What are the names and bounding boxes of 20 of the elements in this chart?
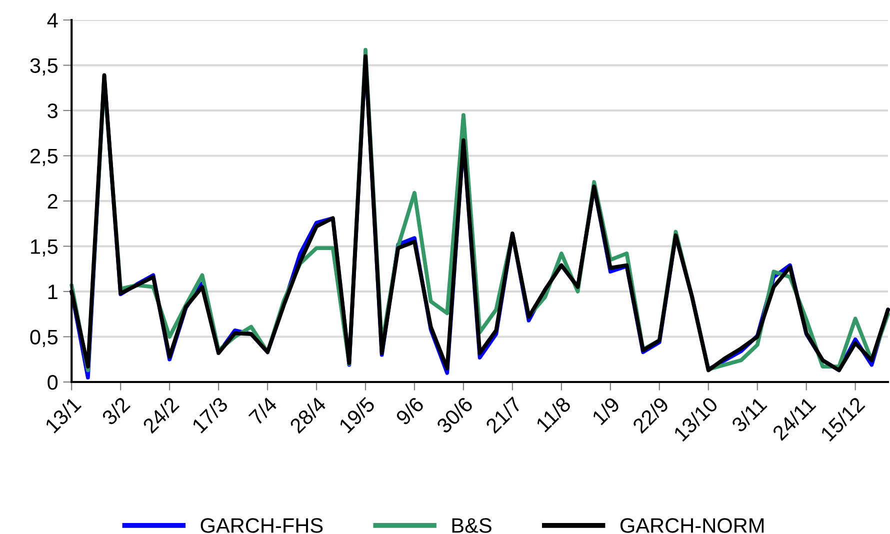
legend-label: GARCH-FHS [200, 518, 323, 533]
y-tick-label: 1,5 [31, 239, 58, 256]
legend-label: B&S [452, 518, 492, 533]
x-tick-label: 3/2 [100, 396, 131, 426]
y-tick-label: 3,5 [30, 58, 58, 76]
y-tick-label: 3 [48, 104, 58, 118]
x-tick-label: 11/8 [534, 396, 572, 432]
y-tick-label: 1 [48, 284, 58, 300]
x-tick-label: 1/9 [591, 396, 621, 426]
x-tick-label: 7/4 [248, 396, 278, 426]
y-tick-label: 4 [47, 13, 58, 28]
x-tick-label: 3/11 [730, 396, 768, 434]
y-tick-label: 0 [48, 375, 58, 390]
x-tick-label: 9/6 [394, 396, 425, 426]
y-tick-label: 2,5 [30, 148, 58, 166]
legend-label: GARCH-NORM [620, 518, 764, 533]
x-tick-label: 13/1 [44, 396, 82, 434]
y-tick-label: 0,5 [30, 330, 58, 347]
y-tick-label: 2 [48, 194, 58, 209]
x-tick-label: 30/6 [435, 396, 474, 434]
